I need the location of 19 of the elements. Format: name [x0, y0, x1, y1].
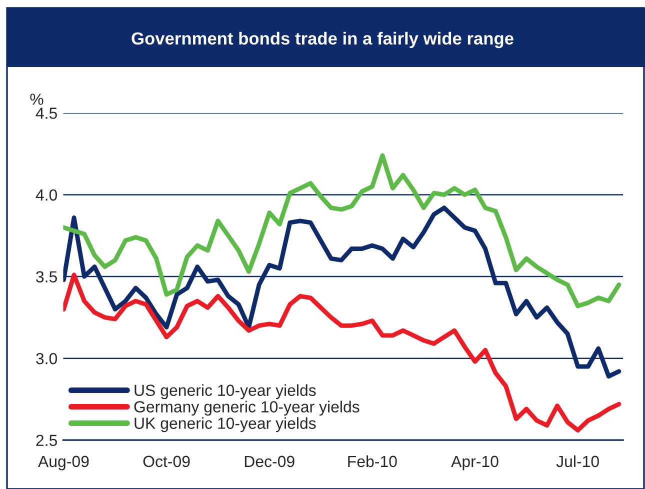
chart-title: Government bonds trade in a fairly wide range	[132, 32, 514, 48]
y-tick-label: 3.5	[36, 271, 57, 282]
legend-label: UK generic 10-year yields	[134, 417, 316, 432]
x-tick-label: Oct-09	[143, 456, 190, 468]
y-tick-label: 4.5	[36, 108, 57, 119]
y-axis-title: %	[30, 94, 44, 105]
x-tick-label: Jul-10	[556, 455, 599, 468]
y-tick-label: 4.0	[36, 189, 58, 201]
line-series	[63, 206, 622, 379]
x-tick-label: Aug-09	[38, 456, 89, 470]
line-series	[63, 272, 622, 433]
y-tick-label: 2.5	[36, 434, 57, 446]
legend-label: US generic 10-year yields	[134, 384, 316, 400]
x-tick-label: Apr-10	[451, 456, 498, 470]
y-tick-label: 3.0	[36, 352, 58, 364]
x-tick-label: Feb-10	[348, 455, 397, 468]
legend-label: Germany generic 10-year yields	[134, 400, 360, 416]
x-tick-label: Dec-09	[244, 456, 294, 468]
line-series	[63, 153, 622, 308]
